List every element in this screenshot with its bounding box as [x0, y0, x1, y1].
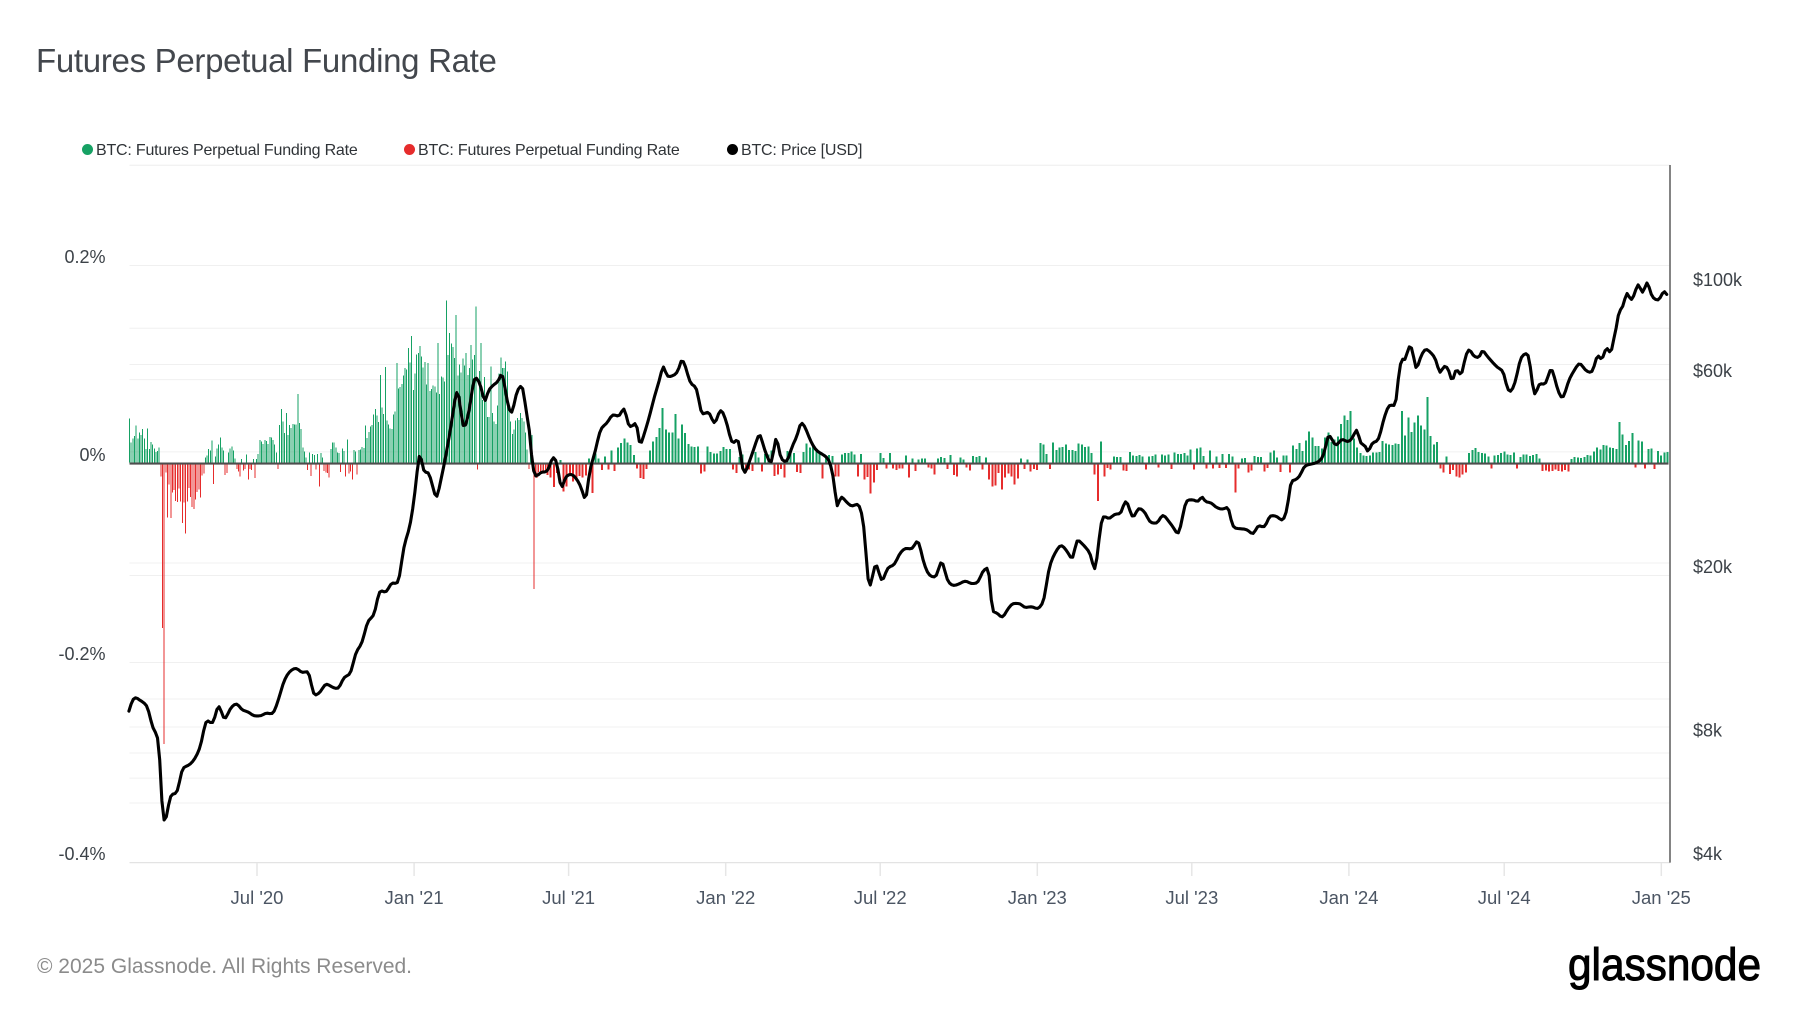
svg-text:Jul '22: Jul '22	[854, 887, 907, 908]
svg-text:Jan '23: Jan '23	[1008, 887, 1067, 908]
svg-text:Jan '22: Jan '22	[696, 887, 755, 908]
svg-text:Jul '24: Jul '24	[1478, 887, 1531, 908]
svg-text:Jul '20: Jul '20	[231, 887, 284, 908]
svg-text:Jul '21: Jul '21	[542, 887, 595, 908]
svg-text:0%: 0%	[79, 445, 105, 465]
svg-text:0.2%: 0.2%	[64, 247, 105, 267]
svg-text:$100k: $100k	[1693, 270, 1743, 290]
svg-text:-0.2%: -0.2%	[58, 644, 105, 664]
svg-text:Jan '21: Jan '21	[385, 887, 444, 908]
svg-text:$20k: $20k	[1693, 557, 1733, 577]
svg-text:$8k: $8k	[1693, 720, 1723, 740]
svg-text:glassnode: glassnode	[1568, 941, 1761, 990]
svg-text:$4k: $4k	[1693, 844, 1723, 864]
svg-text:Jan '24: Jan '24	[1319, 887, 1378, 908]
svg-text:$60k: $60k	[1693, 361, 1733, 381]
svg-text:-0.4%: -0.4%	[58, 844, 105, 864]
svg-text:Jul '23: Jul '23	[1165, 887, 1218, 908]
svg-text:Jan '25: Jan '25	[1632, 887, 1691, 908]
